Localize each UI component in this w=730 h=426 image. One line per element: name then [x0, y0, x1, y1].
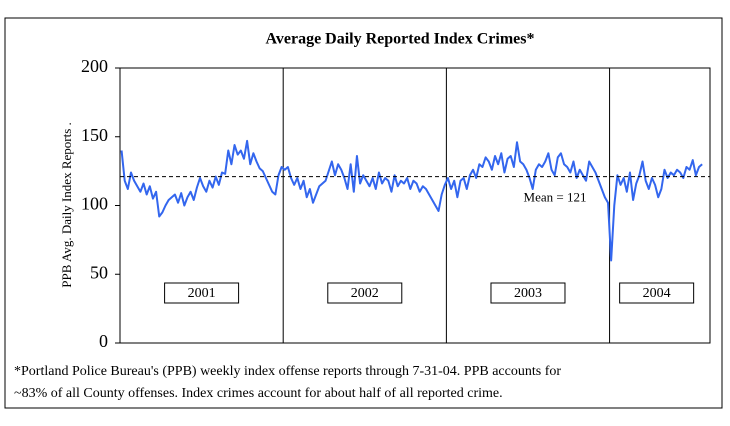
chart-title: Average Daily Reported Index Crimes* — [266, 31, 535, 48]
y-tick-label: 200 — [81, 56, 108, 76]
y-axis-label: PPB Avg. Daily Index Reports . — [59, 122, 74, 288]
year-label: 2003 — [514, 286, 542, 301]
year-box — [619, 282, 695, 304]
y-tick-label: 0 — [99, 331, 108, 351]
footnote: *Portland Police Bureau's (PPB) weekly i… — [14, 364, 561, 379]
y-tick-label: 150 — [81, 125, 108, 145]
year-box — [327, 282, 403, 304]
data-line — [120, 139, 703, 262]
year-box — [490, 282, 566, 304]
mean-label: Mean = 121 — [524, 190, 587, 205]
year-label: 2002 — [351, 286, 379, 301]
year-label: 2004 — [643, 286, 671, 301]
y-tick-label: 100 — [81, 194, 108, 214]
footnote: ~83% of all County offenses. Index crime… — [14, 386, 503, 401]
y-tick-label: 50 — [90, 262, 108, 282]
year-label: 2001 — [188, 286, 216, 301]
year-box — [164, 282, 240, 304]
